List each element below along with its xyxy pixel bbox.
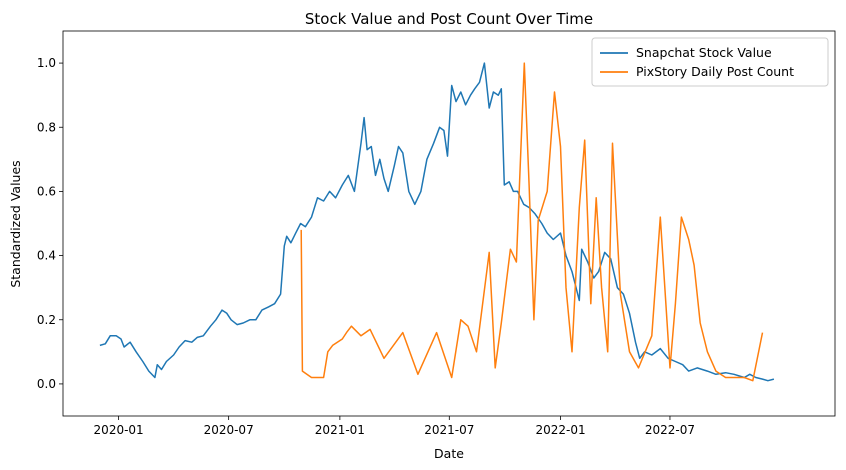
legend-label: PixStory Daily Post Count (636, 64, 794, 79)
series-line-1 (300, 62, 764, 382)
x-axis-label: Date (434, 446, 464, 461)
series-line-0 (99, 62, 775, 382)
plot-frame (62, 30, 836, 417)
chart-title: Stock Value and Post Count Over Time (305, 10, 593, 28)
y-tick-label: 0.4 (37, 249, 56, 263)
legend: Snapchat Stock Value PixStory Daily Post … (591, 37, 829, 87)
y-axis-label: Standardized Values (8, 160, 23, 287)
y-tick-label: 0.6 (37, 184, 56, 198)
y-tick-label: 0.8 (37, 120, 56, 134)
legend-label: Snapchat Stock Value (636, 45, 772, 60)
y-tick-label: 0.0 (37, 377, 56, 391)
plot-area (99, 62, 775, 382)
legend-box (591, 37, 829, 87)
x-tick-label: 2022-01 (535, 423, 585, 437)
x-tick-label: 2021-07 (424, 423, 474, 437)
x-tick-label: 2021-01 (315, 423, 365, 437)
x-tick-label: 2022-07 (645, 423, 695, 437)
x-tick-label: 2020-07 (204, 423, 254, 437)
x-tick-label: 2020-01 (94, 423, 144, 437)
y-tick-label: 1.0 (37, 56, 56, 70)
y-tick-label: 0.2 (37, 313, 56, 327)
